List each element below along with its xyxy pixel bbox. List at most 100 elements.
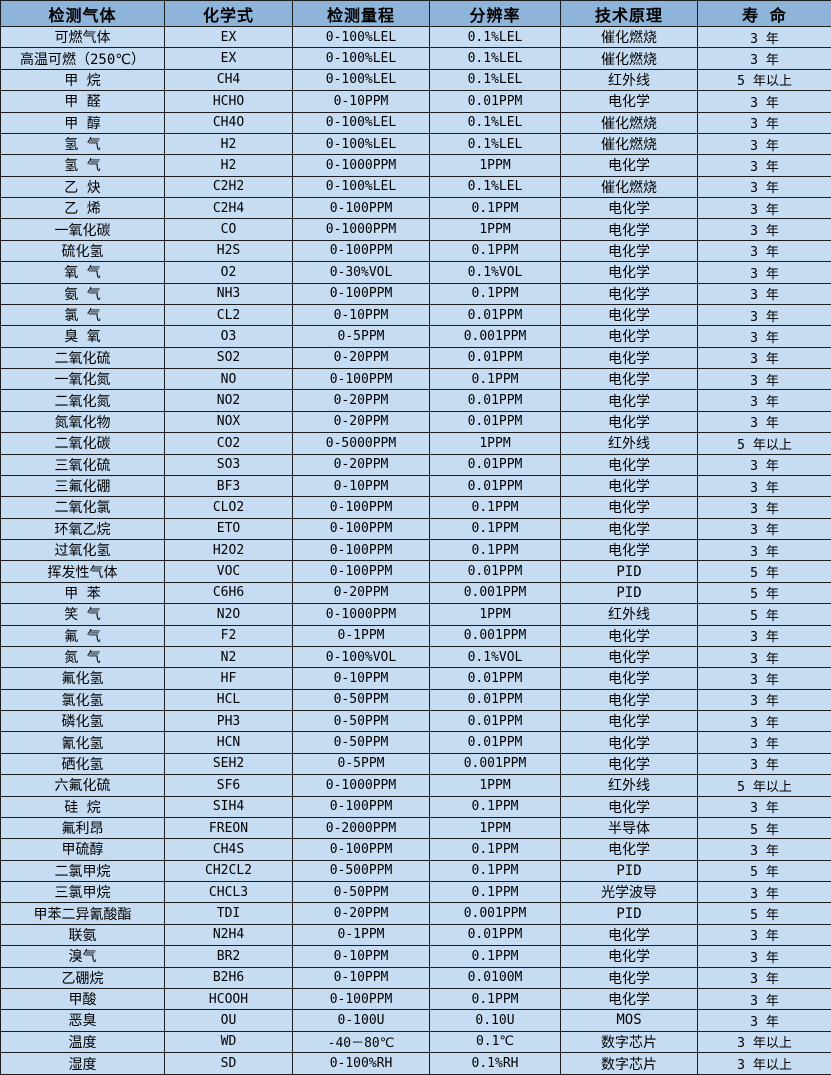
table-row: 一氧化氮 NO 0-100PPM 0.1PPM 电化学 3 年 <box>0 367 831 391</box>
table-row: 氯 气 CL2 0-10PPM 0.01PPM 电化学 3 年 <box>0 303 831 327</box>
table-cell: 催化燃烧 <box>560 25 698 49</box>
table-row: 可燃气体 EX 0-100%LEL 0.1%LEL 催化燃烧 3 年 <box>0 25 831 49</box>
table-row: 甲 苯 C6H6 0-20PPM 0.001PPM PID 5 年 <box>0 581 831 605</box>
table-cell: 0.01PPM <box>429 303 561 327</box>
table-row: 乙硼烷 B2H6 0-10PPM 0.0100M 电化学 3 年 <box>0 966 831 989</box>
table-cell: ETO <box>164 517 293 541</box>
table-cell: PID <box>560 560 698 583</box>
table-row: 氨 气 NH3 0-100PPM 0.1PPM 电化学 3 年 <box>0 282 831 305</box>
table-cell: 0.1PPM <box>429 282 561 305</box>
table-cell: 氰化氢 <box>0 731 165 754</box>
table-cell: 0-1000PPM <box>292 218 430 241</box>
table-cell: 二氧化氯 <box>0 496 165 519</box>
table-cell: 光学波导 <box>560 880 698 904</box>
table-cell: 0.1PPM <box>429 196 561 220</box>
table-cell: 0.1PPM <box>429 367 561 391</box>
table-cell: 0-100%VOL <box>292 645 430 669</box>
table-cell: 氮氧化物 <box>0 410 165 434</box>
table-cell: SEH2 <box>164 752 293 776</box>
table-cell: 0-20PPM <box>292 389 430 412</box>
table-cell: 1PPM <box>429 218 561 241</box>
table-cell: NO2 <box>164 389 293 412</box>
table-cell: 0.01PPM <box>429 346 561 370</box>
table-cell: 0-50PPM <box>292 731 430 754</box>
table-cell: 1PPM <box>429 603 561 626</box>
table-cell: 0-5PPM <box>292 752 430 776</box>
table-cell: 数字芯片 <box>560 1030 698 1054</box>
table-cell: 红外线 <box>560 432 698 455</box>
table-row: 氯化氢 HCL 0-50PPM 0.01PPM 电化学 3 年 <box>0 688 831 712</box>
table-cell: 3 年 <box>697 325 831 348</box>
table-cell: O2 <box>164 261 293 284</box>
table-row: 二氧化氮 NO2 0-20PPM 0.01PPM 电化学 3 年 <box>0 389 831 412</box>
table-cell: 电化学 <box>560 303 698 327</box>
table-cell: 3 年 <box>697 945 831 968</box>
table-cell: 二氧化碳 <box>0 432 165 455</box>
table-cell: 3 年 <box>697 538 831 562</box>
table-cell: 0.10U <box>429 1009 561 1032</box>
table-cell: 氮 气 <box>0 645 165 669</box>
table-cell: 电化学 <box>560 410 698 434</box>
table-cell: 0.01PPM <box>429 688 561 712</box>
table-cell: 甲苯二异氰酸酯 <box>0 902 165 925</box>
table-cell: 3 年 <box>697 838 831 861</box>
table-cell: 0-30%VOL <box>292 261 430 284</box>
table-cell: 数字芯片 <box>560 1052 698 1075</box>
table-cell: 0.0100M <box>429 966 561 989</box>
table-cell: 3 年 <box>697 196 831 220</box>
table-row: 氢 气 H2 0-100%LEL 0.1%LEL 催化燃烧 3 年 <box>0 132 831 156</box>
table-row: 三氯甲烷 CHCL3 0-50PPM 0.1PPM 光学波导 3 年 <box>0 880 831 904</box>
table-cell: CO <box>164 218 293 241</box>
table-cell: -40－80℃ <box>292 1030 430 1054</box>
table-cell: 电化学 <box>560 731 698 754</box>
table-cell: H2 <box>164 132 293 156</box>
table-cell: 0.01PPM <box>429 90 561 113</box>
table-row: 高温可燃（250℃） EX 0-100%LEL 0.1%LEL 催化燃烧 3 年 <box>0 47 831 70</box>
table-cell: 3 年 <box>697 688 831 712</box>
table-cell: TDI <box>164 902 293 925</box>
table-cell: 0.1%LEL <box>429 25 561 49</box>
table-cell: 0.01PPM <box>429 709 561 733</box>
table-cell: 臭 氧 <box>0 325 165 348</box>
table-row: 磷化氢 PH3 0-50PPM 0.01PPM 电化学 3 年 <box>0 709 831 733</box>
table-cell: 0-20PPM <box>292 410 430 434</box>
table-cell: 磷化氢 <box>0 709 165 733</box>
table-cell: 1PPM <box>429 816 561 840</box>
table-cell: 电化学 <box>560 325 698 348</box>
table-cell: 电化学 <box>560 923 698 947</box>
table-cell: CO2 <box>164 432 293 455</box>
table-cell: 0.1PPM <box>429 859 561 883</box>
table-row: 氮氧化物 NOX 0-20PPM 0.01PPM 电化学 3 年 <box>0 410 831 434</box>
table-cell: 电化学 <box>560 688 698 712</box>
table-cell: 3 年 <box>697 496 831 519</box>
table-cell: 0.1%LEL <box>429 47 561 70</box>
table-cell: 0-100PPM <box>292 367 430 391</box>
table-cell: 六氟化硫 <box>0 774 165 797</box>
table-cell: 电化学 <box>560 346 698 370</box>
table-cell: 3 年 <box>697 966 831 989</box>
table-cell: 0.1%LEL <box>429 68 561 92</box>
table-cell: 恶臭 <box>0 1009 165 1032</box>
table-row: 硅 烷 SIH4 0-100PPM 0.1PPM 电化学 3 年 <box>0 795 831 818</box>
table-cell: CH4S <box>164 838 293 861</box>
table-row: 二氯甲烷 CH2CL2 0-500PPM 0.1PPM PID 5 年 <box>0 859 831 883</box>
table-cell: 0-1PPM <box>292 923 430 947</box>
table-row: 甲酸 HCOOH 0-100PPM 0.1PPM 电化学 3 年 <box>0 987 831 1011</box>
table-cell: 电化学 <box>560 838 698 861</box>
table-cell: C2H4 <box>164 196 293 220</box>
table-cell: 0.01PPM <box>429 453 561 476</box>
table-cell: 0-20PPM <box>292 581 430 605</box>
table-cell: 二氯甲烷 <box>0 859 165 883</box>
table-cell: 0-100U <box>292 1009 430 1032</box>
table-cell: 0.1PPM <box>429 880 561 904</box>
table-cell: CH4O <box>164 111 293 134</box>
column-header-3: 分辨率 <box>429 0 561 27</box>
table-cell: 电化学 <box>560 154 698 177</box>
table-row: 二氧化碳 CO2 0-5000PPM 1PPM 红外线 5 年以上 <box>0 432 831 455</box>
table-cell: CH2CL2 <box>164 859 293 883</box>
table-cell: CH4 <box>164 68 293 92</box>
table-cell: 氨 气 <box>0 282 165 305</box>
table-row: 氟利昂 FREON 0-2000PPM 1PPM 半导体 5 年 <box>0 816 831 840</box>
table-cell: 二氧化氮 <box>0 389 165 412</box>
table-cell: PID <box>560 581 698 605</box>
